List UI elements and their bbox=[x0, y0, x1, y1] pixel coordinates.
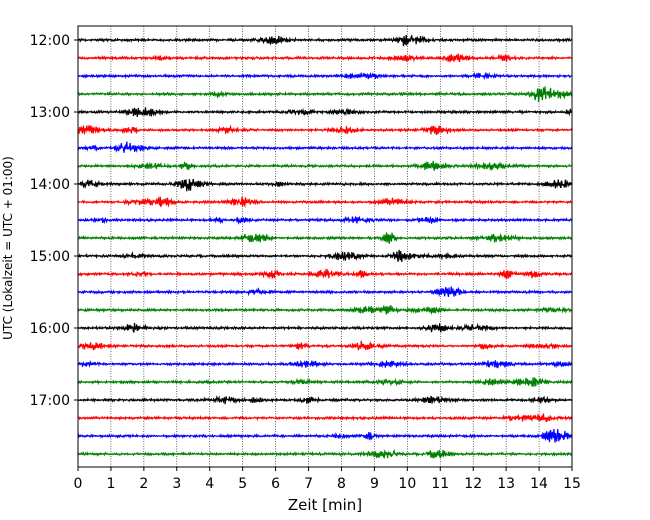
y-tick-label: 16:00 bbox=[30, 321, 70, 337]
seismogram-trace bbox=[77, 359, 573, 369]
y-tick-label: 12:00 bbox=[30, 33, 70, 49]
seismogram-trace bbox=[77, 86, 573, 103]
seismogram-trace bbox=[77, 141, 573, 154]
x-tick-label: 7 bbox=[304, 476, 313, 492]
seismogram-trace bbox=[77, 34, 573, 47]
x-tick-label: 15 bbox=[563, 476, 581, 492]
x-tick-label: 14 bbox=[530, 476, 548, 492]
seismogram-traces bbox=[77, 34, 573, 459]
seismogram-trace bbox=[77, 394, 573, 405]
y-tick-label: 13:00 bbox=[30, 105, 70, 121]
seismogram-trace bbox=[77, 160, 573, 171]
x-tick-label: 2 bbox=[139, 476, 148, 492]
seismogram-trace bbox=[77, 107, 573, 118]
seismogram-trace bbox=[77, 429, 573, 443]
seismogram-trace bbox=[77, 340, 573, 351]
x-tick-label: 12 bbox=[464, 476, 482, 492]
seismogram-trace bbox=[77, 268, 573, 280]
x-gridlines bbox=[110, 26, 540, 467]
plot-background bbox=[78, 26, 572, 467]
x-tick-label: 10 bbox=[398, 476, 416, 492]
seismogram-trace bbox=[77, 376, 573, 388]
y-tick-label: 17:00 bbox=[30, 393, 70, 409]
seismogram-trace bbox=[77, 232, 573, 244]
x-tick-label: 6 bbox=[271, 476, 280, 492]
y-tick-label: 15:00 bbox=[30, 249, 70, 265]
seismogram-trace bbox=[77, 304, 573, 315]
y-axis-ticks: 12:00 13:00 14:00 15:00 16:00 17:00 bbox=[30, 33, 78, 409]
x-tick-label: 0 bbox=[74, 476, 83, 492]
seismogram-trace bbox=[77, 322, 573, 334]
x-tick-label: 4 bbox=[205, 476, 214, 492]
x-tick-label: 1 bbox=[106, 476, 115, 492]
x-tick-label: 8 bbox=[337, 476, 346, 492]
plot-frame bbox=[77, 25, 573, 468]
seismogram-trace bbox=[77, 448, 573, 459]
seismogram-trace bbox=[77, 71, 573, 81]
x-tick-label: 5 bbox=[238, 476, 247, 492]
seismogram-trace bbox=[77, 413, 573, 423]
seismogram-trace bbox=[77, 178, 573, 192]
x-axis-ticks: 0 1 2 3 4 5 6 7 8 9 10 11 12 13 14 15 bbox=[74, 467, 581, 492]
seismogram-trace bbox=[77, 215, 573, 225]
x-tick-label: 11 bbox=[431, 476, 449, 492]
x-axis-label: Zeit [min] bbox=[288, 496, 362, 514]
seismogram-trace bbox=[77, 124, 573, 136]
y-tick-label: 14:00 bbox=[30, 177, 70, 193]
x-tick-label: 13 bbox=[497, 476, 515, 492]
seismogram-trace bbox=[77, 249, 573, 262]
seismogram-trace bbox=[77, 286, 573, 298]
seismogram-trace bbox=[77, 196, 573, 208]
x-tick-label: 3 bbox=[172, 476, 181, 492]
x-tick-label: 9 bbox=[370, 476, 379, 492]
seismogram-trace bbox=[77, 53, 573, 64]
y-axis-label: UTC (Lokalzeit = UTC + 01:00) bbox=[1, 156, 15, 340]
